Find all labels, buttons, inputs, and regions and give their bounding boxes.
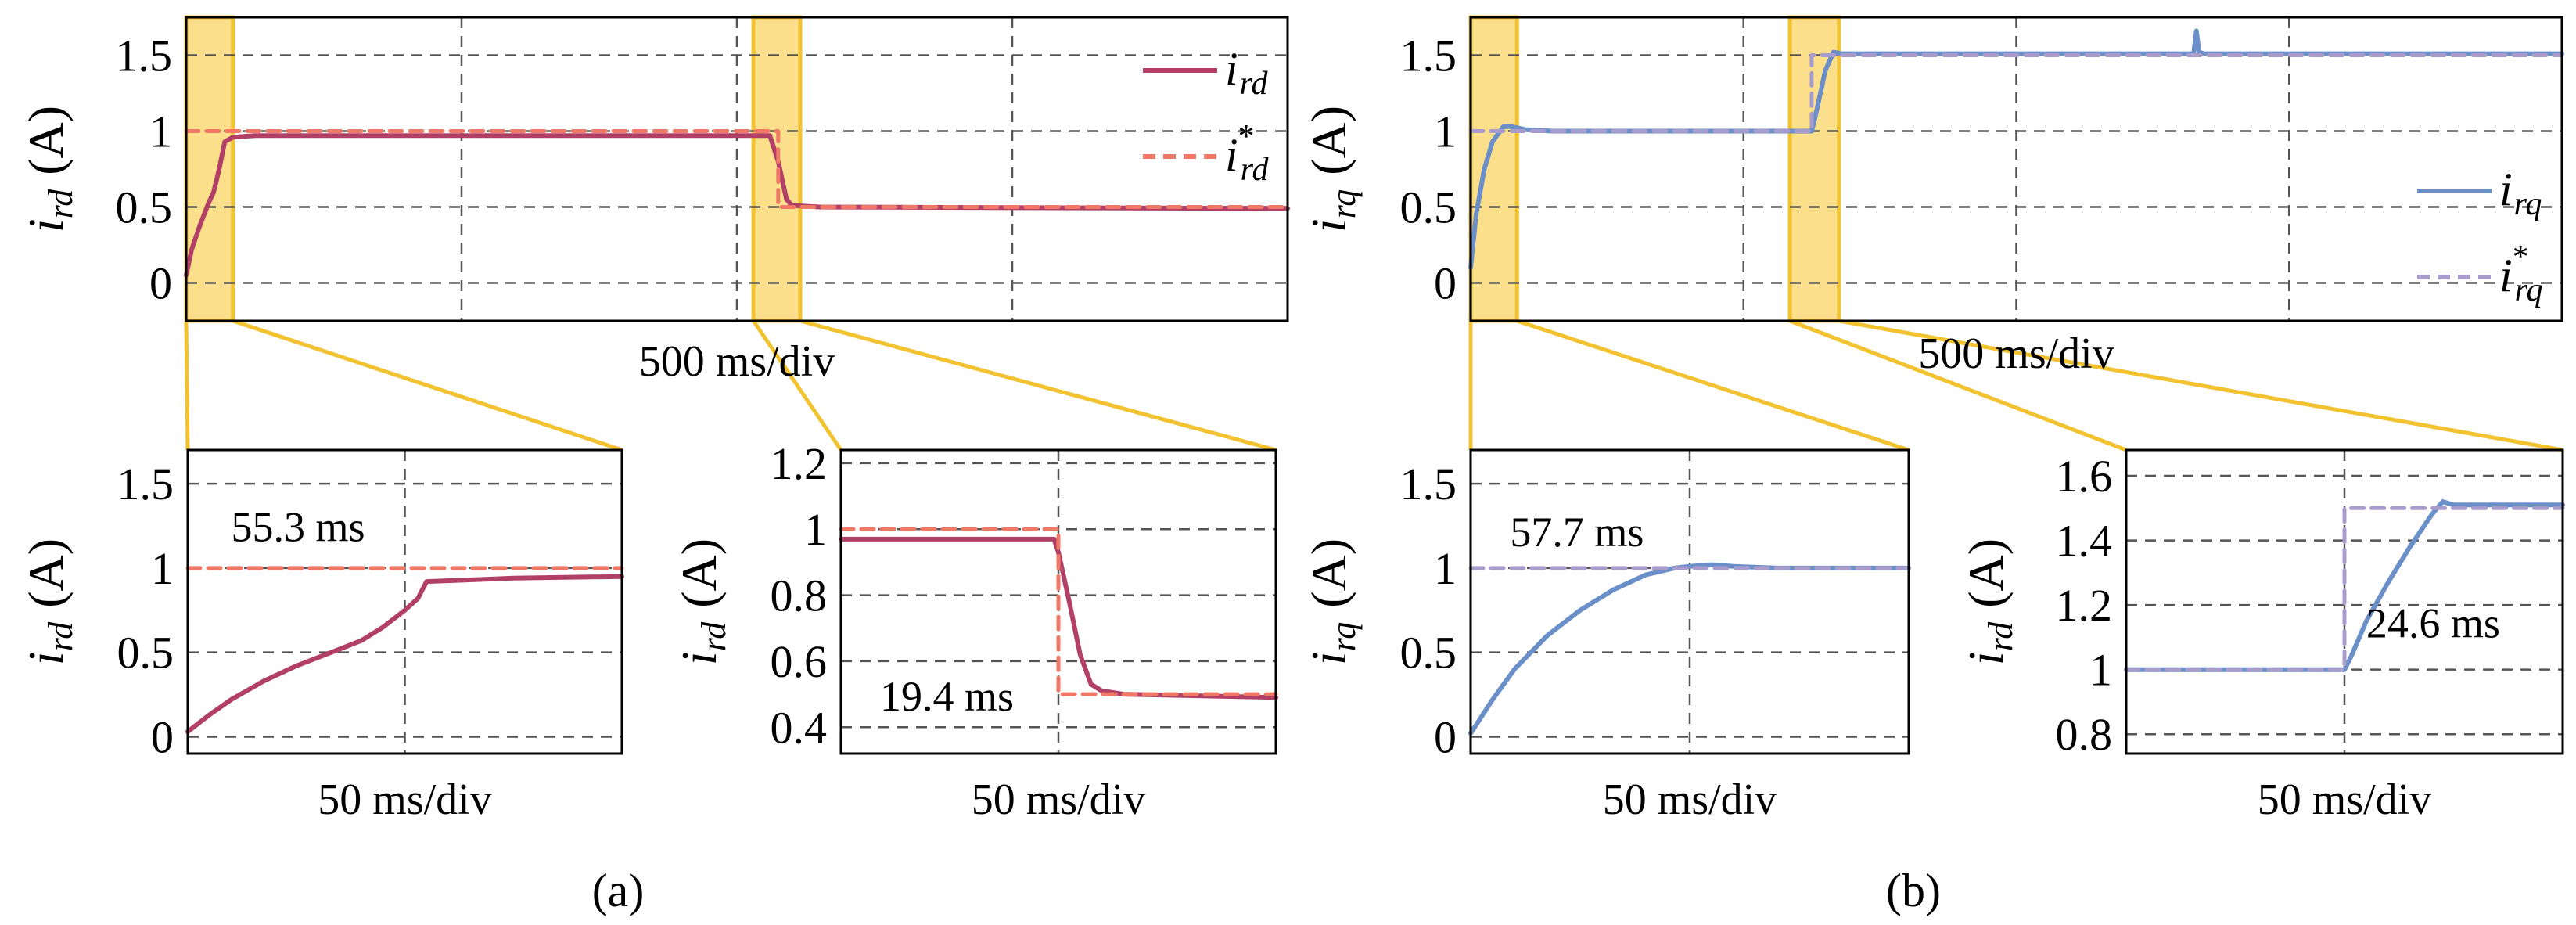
y-tick-label: 1 xyxy=(804,504,827,555)
plot-frame xyxy=(1469,448,1910,755)
y-tick-label: 0.6 xyxy=(771,636,828,687)
panel-a-zoom2: 0.4 0.6 0.8 1 1.2 50 ms/div ird(A) 19.4 ms xyxy=(671,438,1278,824)
y-tick-label: 0 xyxy=(151,711,174,762)
legend-label-1: i* rq xyxy=(2499,239,2542,308)
y-axis-label: ird(A) xyxy=(671,538,733,665)
plot-frame xyxy=(839,448,1277,755)
x-axis-label: 50 ms/div xyxy=(972,776,1145,824)
y-tick-label: 0 xyxy=(149,258,172,309)
y-tick-label: 0 xyxy=(1434,258,1457,309)
zoom-connector xyxy=(1789,319,2127,452)
zoom-connector xyxy=(752,319,843,452)
y-tick-label: 1 xyxy=(1434,106,1457,157)
highlight-band xyxy=(1468,15,1519,323)
time-annotation: 57.7 ms xyxy=(1510,509,1644,556)
series-i-rd xyxy=(184,133,1290,278)
series-i-rq xyxy=(1468,562,1911,736)
series-i-rd xyxy=(185,574,624,734)
zoom-connector xyxy=(232,319,623,452)
legend-label-0: irq xyxy=(2499,164,2542,222)
y-tick-label: 1 xyxy=(2089,645,2112,696)
panel-a-zoom1: 0 0.5 1 1.5 50 ms/div ird(A) 55.3 ms xyxy=(18,448,624,824)
y-tick-label: 1.4 xyxy=(2056,516,2113,567)
highlight-band xyxy=(1787,15,1841,323)
panels: 0 0.5 1 1.5 500 ms/div ird(A) ird i* rd 0 0.5 1 1.5 5… xyxy=(18,15,2565,824)
time-annotation: 19.4 ms xyxy=(880,673,1014,720)
plot-frame xyxy=(1469,16,2563,322)
y-tick-label: 0.5 xyxy=(1400,182,1457,233)
zoom-connector xyxy=(799,319,1277,452)
series-i-rq xyxy=(1468,28,2564,271)
y-tick-label: 1.6 xyxy=(2056,451,2113,502)
y-tick-label: 0.5 xyxy=(117,628,174,678)
y-tick-label: 0.8 xyxy=(771,570,828,621)
panel-b-zoom1: 0 0.5 1 1.5 50 ms/div irq(A) 57.7 ms xyxy=(1301,448,1911,824)
y-tick-label: 0.8 xyxy=(2056,709,2113,760)
series-i-rd-ref xyxy=(184,129,1290,209)
y-axis-label: irq(A) xyxy=(1301,538,1363,665)
zoom-connector xyxy=(1516,319,1910,452)
time-annotation: 55.3 ms xyxy=(232,503,365,550)
y-axis-label: ird(A) xyxy=(18,106,80,232)
x-axis-label: 50 ms/div xyxy=(2258,776,2431,824)
time-annotation: 24.6 ms xyxy=(2366,599,2500,646)
x-axis-label: 500 ms/div xyxy=(639,337,835,386)
y-tick-label: 1 xyxy=(149,106,172,157)
x-axis-label: 50 ms/div xyxy=(318,776,491,824)
x-axis-label: 500 ms/div xyxy=(1918,329,2114,378)
series-i-rq-ref xyxy=(2124,506,2565,672)
y-tick-label: 0.5 xyxy=(116,182,173,233)
x-axis-label: 50 ms/div xyxy=(1603,776,1777,824)
y-tick-label: 1.5 xyxy=(117,459,174,509)
y-tick-label: 1 xyxy=(1434,543,1457,594)
y-tick-label: 1.5 xyxy=(116,31,173,81)
caption-a: (a) xyxy=(592,865,645,916)
series-i-rq xyxy=(2124,499,2565,672)
panel-b-main: 0 0.5 1 1.5 500 ms/div irq(A) irq i* rq xyxy=(1301,15,2564,378)
panel-a-main: 0 0.5 1 1.5 500 ms/div ird(A) ird i* rd xyxy=(18,15,1290,386)
zoom-connector xyxy=(184,320,190,451)
caption-b: (b) xyxy=(1886,865,1941,916)
zoom-connector xyxy=(1838,319,2563,452)
y-axis-label: ird(A) xyxy=(1958,538,2020,665)
panel-b-zoom2: 0.8 1 1.2 1.4 1.6 50 ms/div ird(A) 24.6 ms xyxy=(1958,448,2565,824)
y-axis-label: ird(A) xyxy=(18,538,80,665)
y-tick-label: 0 xyxy=(1434,711,1457,762)
series-i-rd-ref xyxy=(839,527,1278,696)
zoom-connectors xyxy=(184,319,2563,452)
y-tick-label: 0.4 xyxy=(771,702,828,753)
y-tick-label: 1.2 xyxy=(771,438,828,489)
legend-label-1: i* rd xyxy=(1225,119,1269,188)
plot-frame xyxy=(2125,448,2564,755)
legend-label-0: ird xyxy=(1225,43,1268,102)
plot-frame xyxy=(185,16,1289,322)
y-tick-label: 1.5 xyxy=(1400,31,1457,81)
y-tick-label: 1.2 xyxy=(2056,580,2113,631)
plot-frame xyxy=(186,448,623,755)
y-axis-label: irq(A) xyxy=(1301,106,1363,232)
y-tick-label: 1.5 xyxy=(1400,459,1457,509)
series-i-rq-ref xyxy=(1468,53,2564,133)
highlight-band xyxy=(184,15,235,323)
y-tick-label: 1 xyxy=(151,543,174,594)
y-tick-label: 0.5 xyxy=(1400,628,1457,678)
